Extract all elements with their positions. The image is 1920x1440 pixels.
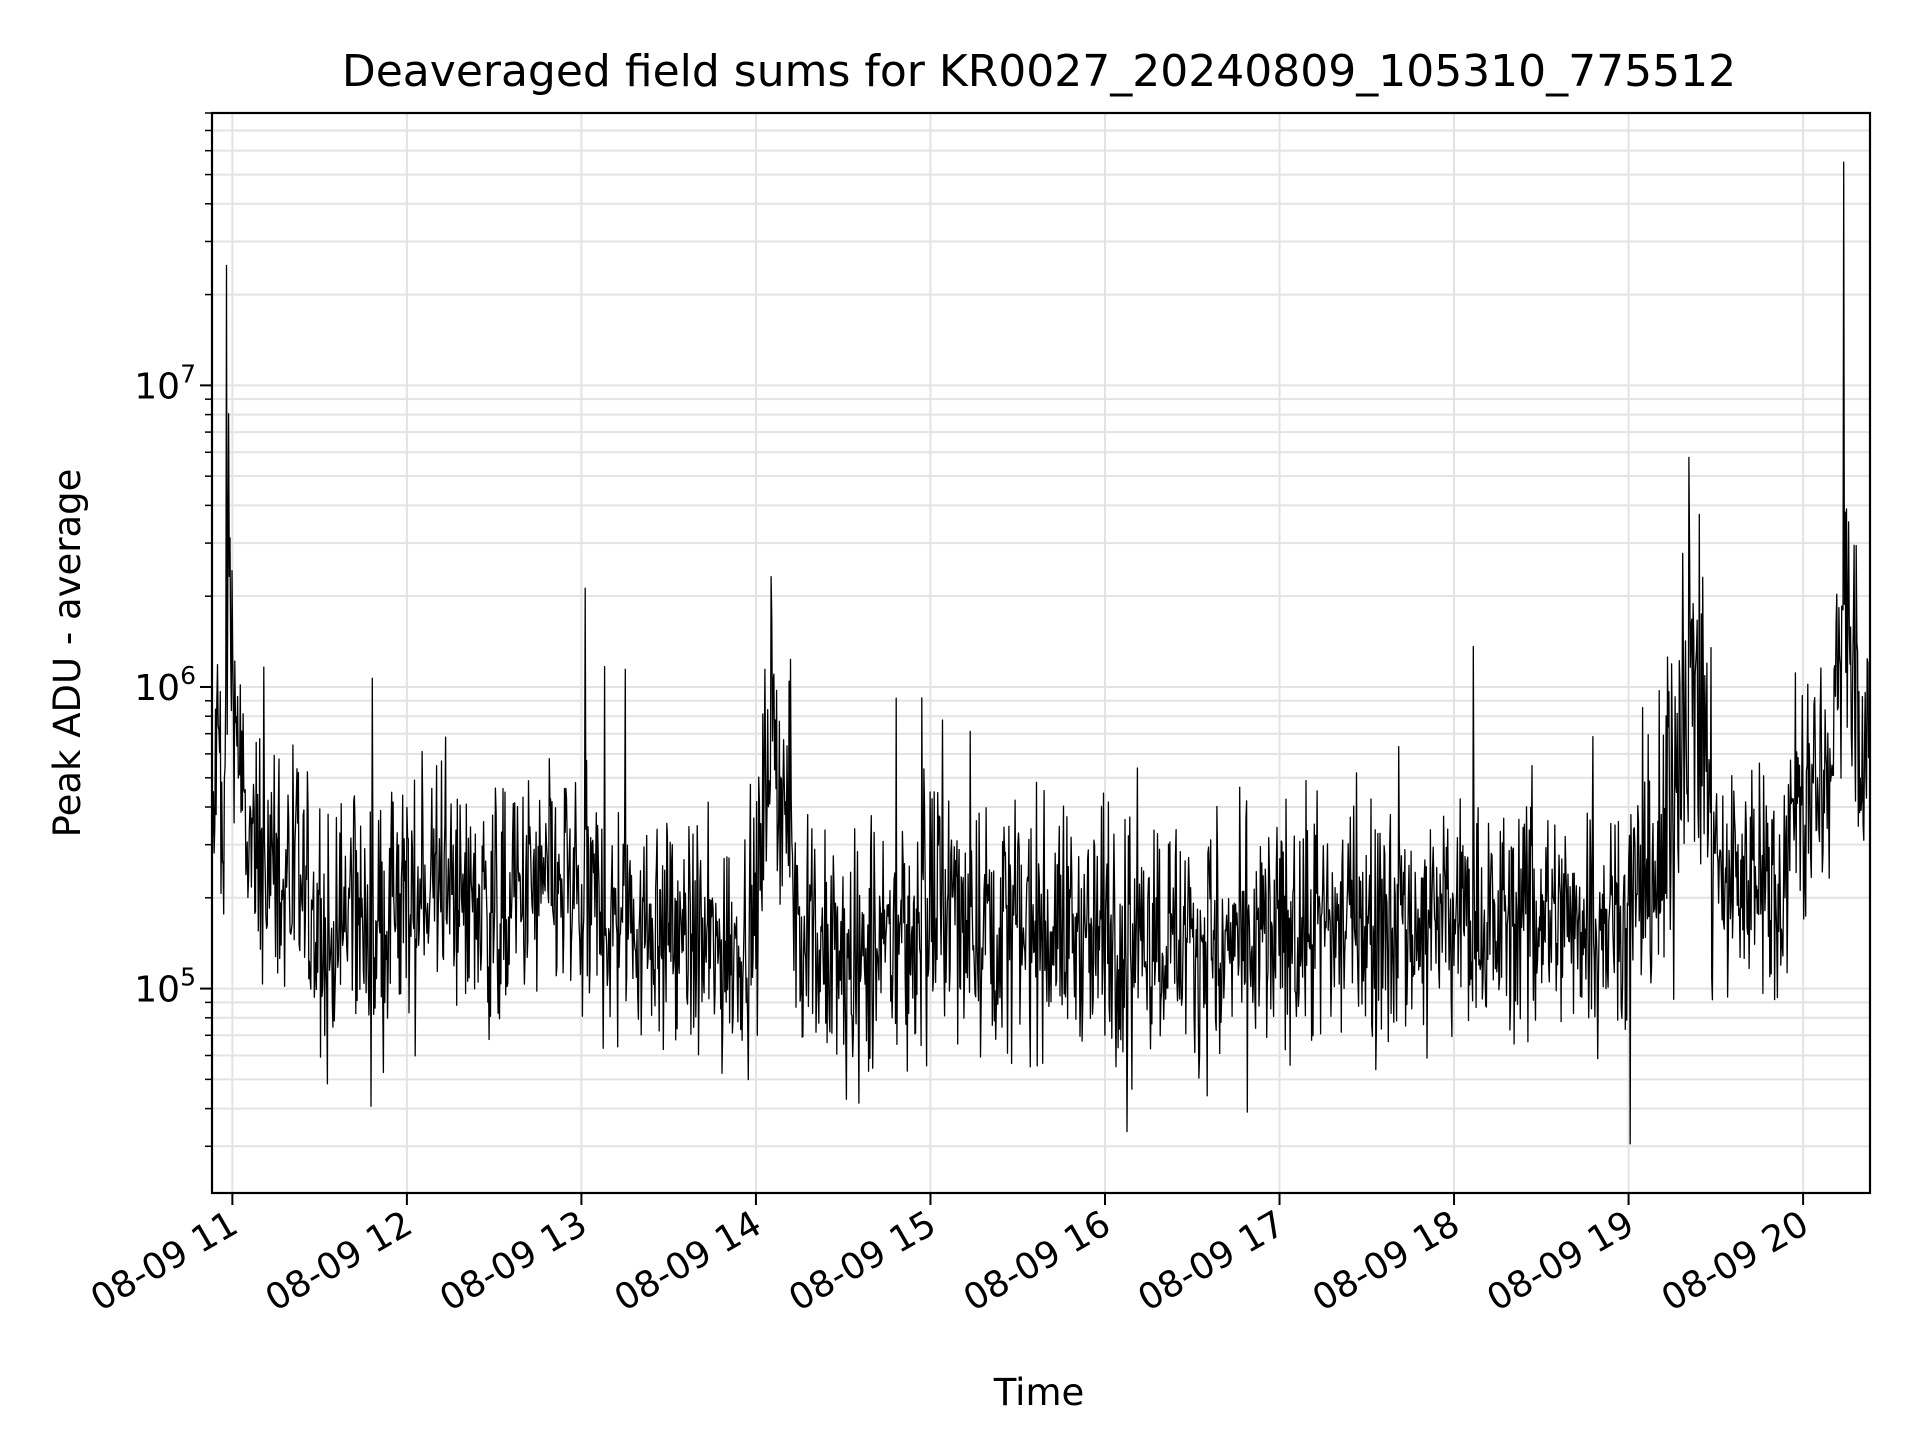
x-axis: 08-09 11 08-09 12 08-09 13 08-09 14 08-09 15… [84,1193,1816,1320]
x-tick-label: 08-09 19 [1480,1203,1641,1319]
y-axis-label: Peak ADU - average [46,469,89,838]
x-tick-label: 08-09 11 [84,1203,245,1319]
y-tick-label: 107 [134,359,196,407]
x-tick-label: 08-09 14 [608,1203,769,1319]
series-layer [211,161,1871,1145]
y-axis: 105 106 107 [134,112,212,1148]
y-tick-label: 106 [134,661,196,709]
x-tick-label: 08-09 16 [957,1203,1118,1319]
chart-title: Deaveraged field sums for KR0027_2024080… [342,46,1736,97]
series-line [211,161,1871,1145]
x-axis-label: Time [993,1371,1085,1414]
y-tick-label: 105 [134,963,196,1011]
grid-lines [212,112,1870,1193]
x-tick-label: 08-09 12 [259,1203,420,1319]
x-tick-label: 08-09 17 [1131,1203,1292,1319]
x-tick-label: 08-09 13 [433,1203,594,1319]
x-tick-label: 08-09 15 [782,1203,943,1319]
x-tick-label: 08-09 20 [1655,1203,1816,1319]
plot-frame [210,111,1872,1195]
x-tick-label: 08-09 18 [1306,1203,1467,1319]
